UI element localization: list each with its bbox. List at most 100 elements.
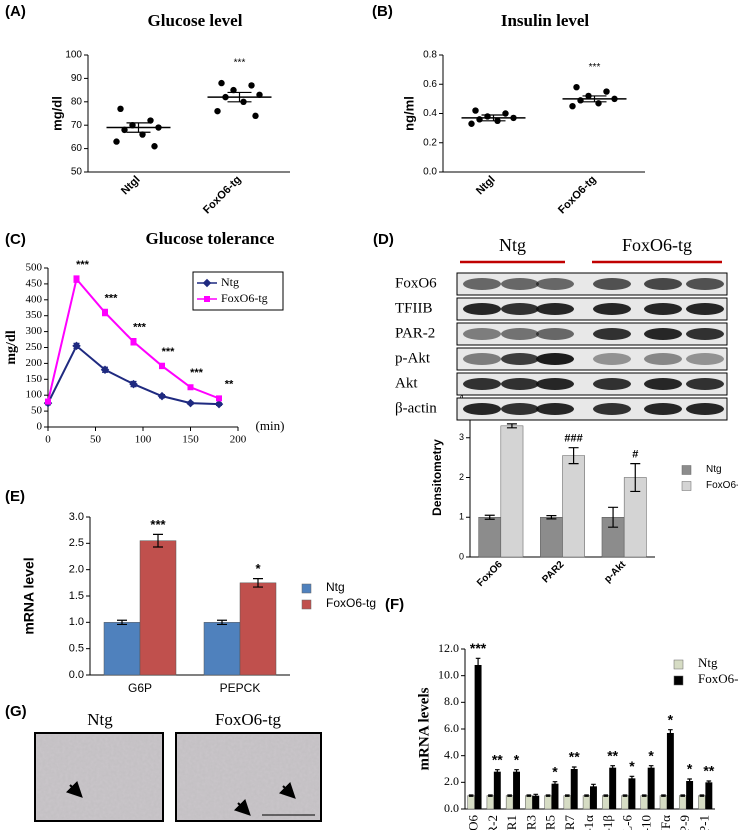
legend-label: FoxO6-tg bbox=[326, 596, 376, 610]
point bbox=[113, 138, 120, 145]
x-tick-label: PAR-2 bbox=[485, 815, 500, 830]
error-bar bbox=[506, 423, 517, 429]
point bbox=[603, 88, 610, 95]
significance: *** bbox=[589, 62, 601, 73]
bar bbox=[500, 425, 524, 558]
y-tick-label: 350 bbox=[26, 309, 43, 321]
panel-label: (E) bbox=[5, 488, 25, 505]
error-bar bbox=[533, 793, 539, 798]
bar bbox=[562, 455, 585, 558]
blot-band bbox=[593, 328, 631, 340]
x-tick-label: IL-1β bbox=[600, 815, 615, 830]
x-axis-label: (min) bbox=[256, 418, 285, 433]
bar bbox=[474, 665, 482, 809]
y-tick-label: 90 bbox=[71, 73, 83, 84]
x-tick-label: 200 bbox=[230, 434, 247, 446]
point bbox=[186, 398, 195, 408]
arrow bbox=[278, 781, 296, 799]
y-tick-label: 1.5 bbox=[69, 590, 84, 602]
y-tick-label: 2.5 bbox=[69, 537, 84, 549]
y-tick-label: 400 bbox=[26, 293, 43, 305]
bar bbox=[698, 795, 706, 810]
legend-swatch bbox=[673, 659, 684, 670]
significance: *** bbox=[133, 322, 147, 334]
x-tick-label: FoxO6-tg bbox=[556, 174, 599, 217]
panel-label: (F) bbox=[385, 596, 404, 613]
group-label: Ntg bbox=[499, 235, 526, 255]
significance: # bbox=[632, 448, 638, 460]
error-bar bbox=[495, 769, 500, 775]
legend-swatch bbox=[681, 465, 692, 475]
y-tick-label: 450 bbox=[26, 277, 43, 289]
bar bbox=[647, 767, 655, 809]
y-tick-label: 100 bbox=[65, 50, 82, 61]
blot-band bbox=[644, 303, 682, 315]
point bbox=[151, 143, 158, 150]
y-tick-label: 2 bbox=[459, 472, 464, 482]
y-axis-label: mg/dl bbox=[49, 96, 64, 131]
y-tick-label: 0.5 bbox=[69, 643, 84, 655]
y-tick-label: 8.0 bbox=[444, 694, 459, 708]
blot-band bbox=[593, 278, 631, 290]
y-axis-label: Densitometry bbox=[430, 439, 444, 516]
y-tick-label: 0.0 bbox=[444, 801, 459, 815]
row-label: TFIIB bbox=[395, 300, 433, 316]
legend-swatch bbox=[301, 583, 312, 594]
arrow bbox=[233, 798, 251, 816]
bar bbox=[239, 582, 277, 676]
significance: ** bbox=[607, 747, 618, 763]
significance: * bbox=[629, 758, 635, 774]
bar bbox=[666, 733, 674, 809]
error-bar bbox=[526, 794, 532, 797]
x-tick-label: PAR2 bbox=[540, 559, 566, 585]
panel-label: (A) bbox=[5, 3, 26, 20]
y-tick-label: 300 bbox=[26, 325, 43, 337]
x-tick-label: IL-10 bbox=[639, 815, 654, 830]
y-tick-label: 200 bbox=[26, 357, 43, 369]
blot-band bbox=[501, 353, 539, 365]
point bbox=[502, 110, 509, 117]
bar bbox=[493, 771, 501, 809]
point bbox=[218, 79, 225, 87]
bar bbox=[590, 786, 597, 809]
x-tick-label: MCP-1 bbox=[696, 815, 711, 830]
row-label: FoxO6 bbox=[395, 275, 437, 291]
point bbox=[248, 82, 255, 89]
significance: ### bbox=[564, 433, 582, 445]
row-label: β-actin bbox=[395, 400, 437, 416]
blot-band bbox=[593, 403, 631, 415]
bar bbox=[602, 795, 610, 810]
blot-band bbox=[536, 328, 574, 340]
chart: 0.0 0.2 0.4 0.6 0.8 Insulin level (B) ng/ml Ntgl… bbox=[372, 3, 645, 216]
bar bbox=[570, 769, 578, 809]
western-blot: (D) Ntg FoxO6-tg FoxO6 TFIIB PAR-2 p-Akt Akt β-a… bbox=[373, 231, 728, 421]
y-tick-label: 50 bbox=[31, 405, 43, 417]
point bbox=[216, 395, 222, 402]
significance: ** bbox=[703, 763, 714, 779]
chart: 01234DensitometryFoxO6PAR2p-Akt#######Nt… bbox=[430, 392, 738, 589]
panel-label: (B) bbox=[372, 3, 393, 20]
legend-label: FoxO6-tg bbox=[698, 671, 738, 686]
legend-label: Ntg bbox=[706, 464, 722, 475]
y-tick-label: 0.4 bbox=[423, 108, 437, 119]
y-tick-label: 0 bbox=[37, 421, 43, 433]
blot-band bbox=[463, 303, 501, 315]
blot-band bbox=[644, 378, 682, 390]
chart: 0.0 0.5 1.0 1.5 2.0 2.5 3.0 (E) mRNA level G6P PEP… bbox=[5, 488, 376, 695]
x-tick-label: CCR5 bbox=[543, 815, 558, 830]
bar bbox=[705, 782, 713, 809]
y-tick-label: 1 bbox=[459, 512, 464, 522]
bar bbox=[139, 540, 177, 676]
point bbox=[117, 105, 124, 113]
point bbox=[252, 112, 259, 120]
micrograph-texture bbox=[37, 735, 161, 819]
error-bar bbox=[565, 794, 570, 797]
legend-box bbox=[192, 271, 284, 311]
blot-band bbox=[644, 278, 682, 290]
point bbox=[129, 379, 138, 389]
point bbox=[159, 362, 165, 369]
error-bar bbox=[648, 765, 654, 771]
y-tick-label: 10.0 bbox=[438, 667, 459, 681]
